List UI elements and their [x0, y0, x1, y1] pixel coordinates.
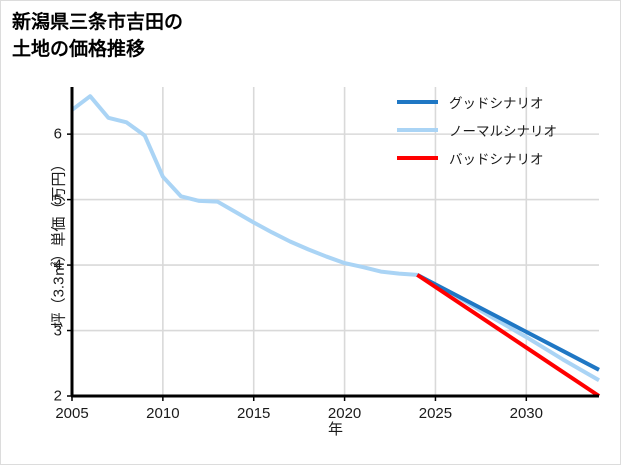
- y-tick-label: 5: [53, 191, 62, 209]
- y-tick-label: 4: [53, 256, 62, 274]
- x-tick-label: 2025: [418, 405, 453, 422]
- legend-item[interactable]: バッドシナリオ: [397, 149, 557, 167]
- series-line-bad: [416, 273, 601, 398]
- gridlines: [72, 87, 599, 397]
- y-tick-label: 6: [53, 125, 62, 143]
- series-lines: [70, 94, 601, 398]
- tick-marks: [67, 133, 528, 401]
- legend-item[interactable]: グッドシナリオ: [397, 93, 557, 111]
- x-axis-label: 年: [327, 421, 344, 438]
- series-line-good: [416, 273, 600, 372]
- chart-legend: グッドシナリオ ノーマルシナリオ バッドシナリオ: [397, 93, 557, 167]
- legend-label: ノーマルシナリオ: [449, 124, 557, 139]
- x-tick-label: 2010: [146, 405, 180, 422]
- chart-canvas: [67, 87, 601, 401]
- x-tick-label: 2005: [55, 405, 89, 422]
- axis-lines: [70, 87, 599, 398]
- chart-title: 新潟県三条市吉田の 土地の価格推移: [12, 12, 184, 60]
- x-tick-label: 2020: [327, 405, 362, 422]
- legend-color-swatch: [397, 128, 438, 132]
- legend-label: グッドシナリオ: [449, 96, 544, 111]
- legend-color-swatch: [397, 156, 438, 160]
- plot-area: 2 3 4 5 6 2005 2010 2015 2020 2025 2030 坪（3.3㎡）単価…: [51, 87, 601, 438]
- x-tick-label: 2015: [237, 405, 271, 422]
- legend-label: バッドシナリオ: [449, 152, 544, 167]
- y-axis-label: 坪（3.3㎡）単価（万円）: [50, 156, 68, 327]
- legend-color-swatch: [397, 100, 438, 104]
- legend-item[interactable]: ノーマルシナリオ: [397, 121, 557, 139]
- y-tick-label: 3: [53, 322, 62, 340]
- x-tick-label: 2030: [509, 405, 543, 422]
- y-tick-label: 2: [53, 387, 62, 405]
